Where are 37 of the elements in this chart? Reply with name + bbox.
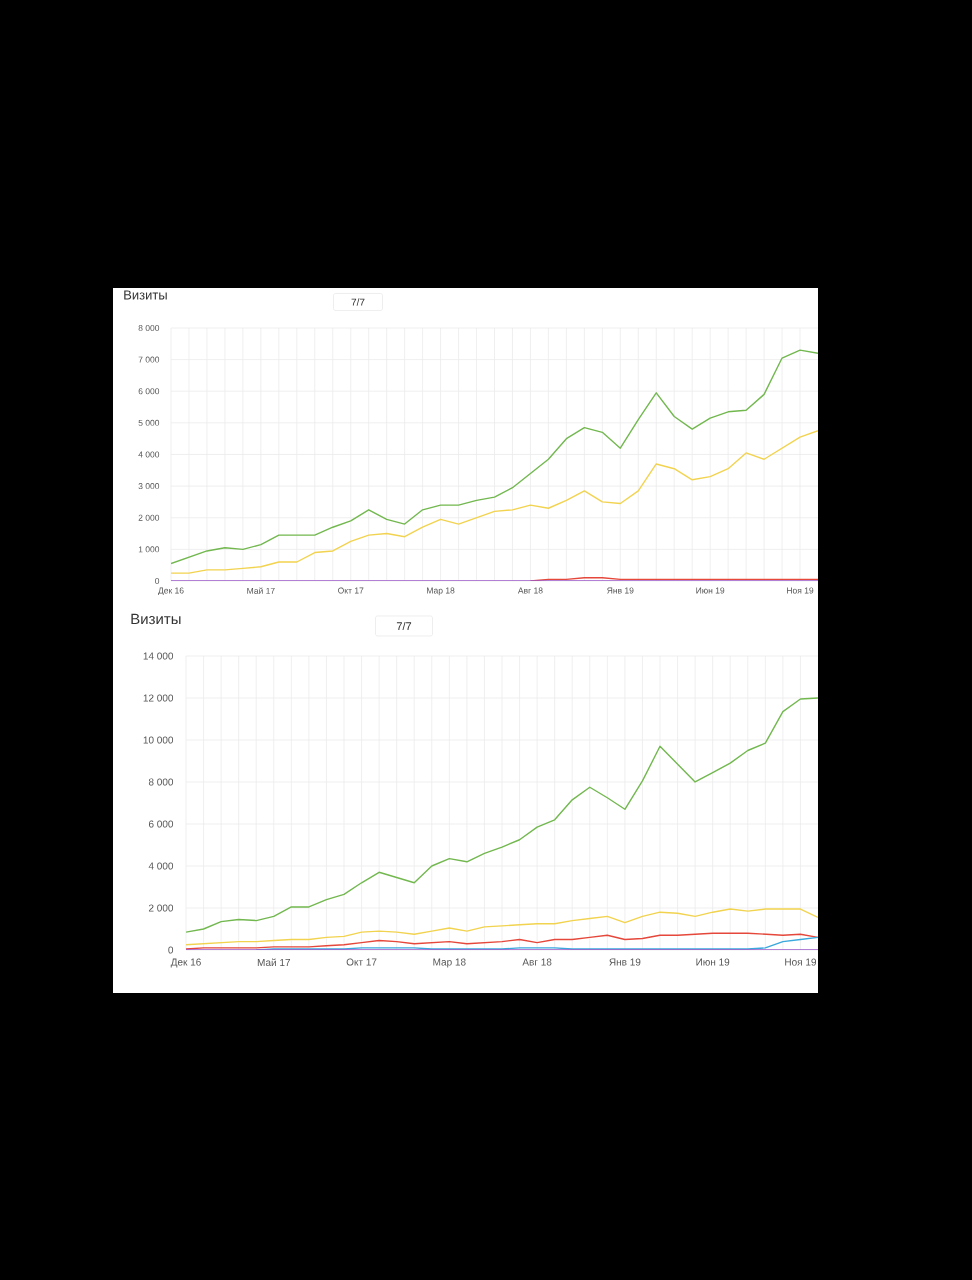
y-tick-label: 14 000 [143, 652, 174, 660]
chart-title: Визиты [124, 290, 167, 300]
y-tick-label: 1 000 [138, 546, 160, 553]
y-tick-label: 2 000 [148, 904, 174, 912]
x-tick-label: Дек 16 [170, 958, 201, 968]
y-tick-label: 6 000 [138, 388, 160, 395]
x-tick-label: Май 17 [247, 587, 275, 594]
y-tick-label: 7 000 [138, 356, 160, 363]
x-tick-label: Мар 18 [433, 958, 466, 968]
y-tick-label: 4 000 [148, 862, 174, 870]
x-tick-label: Мар 18 [427, 587, 455, 596]
x-tick-label: Июн 19 [696, 958, 730, 966]
y-tick-label: 0 [155, 577, 160, 584]
x-tick-label: Окт 17 [346, 958, 377, 966]
text: 7/7 [351, 298, 365, 306]
y-tick-label: 5 000 [138, 419, 160, 426]
x-tick-label: Июн 19 [696, 587, 725, 594]
x-tick-label: Ноя 19 [785, 958, 817, 966]
y-tick-label: 3 000 [138, 483, 160, 490]
y-tick-label: 2 000 [138, 514, 160, 521]
x-tick-label: Авг 18 [522, 958, 552, 966]
y-tick-label: 8 000 [138, 324, 160, 331]
x-tick-label: Май 17 [257, 958, 291, 967]
x-tick-label: Янв 19 [609, 958, 641, 966]
y-tick-label: 4 000 [138, 451, 160, 458]
x-tick-label: Авг 18 [517, 587, 543, 594]
y-tick-label: 6 000 [148, 820, 174, 828]
text: 7/7 [396, 621, 412, 631]
x-tick-label: Ноя 19 [787, 587, 814, 594]
x-tick-label: Дек 16 [158, 587, 184, 596]
y-tick-label: 12 000 [143, 694, 174, 702]
y-tick-label: 0 [168, 946, 174, 954]
y-tick-label: 8 000 [148, 778, 174, 786]
x-tick-label: Янв 19 [607, 587, 634, 594]
y-tick-label: 10 000 [143, 736, 174, 744]
x-tick-label: Окт 17 [338, 587, 364, 594]
chart-title: Визиты [131, 613, 181, 625]
